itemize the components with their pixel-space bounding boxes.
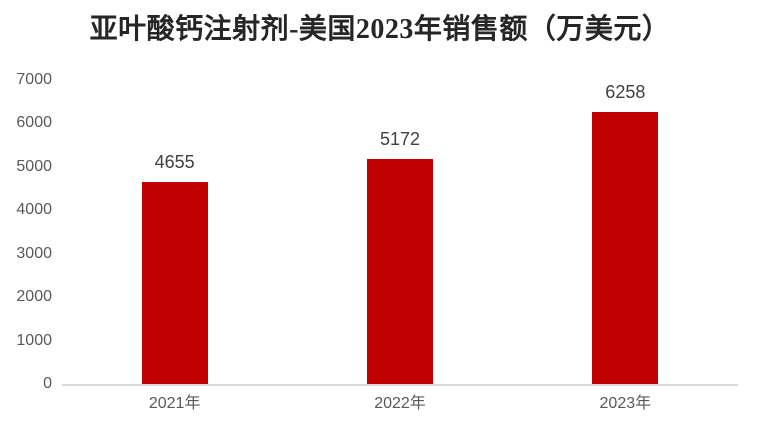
bar-2022年 — [367, 159, 433, 384]
y-tick-label: 0 — [43, 375, 52, 392]
y-tick-label: 6000 — [16, 114, 52, 132]
y-tick-label: 7000 — [16, 71, 52, 88]
x-tick-label: 2021年 — [148, 395, 201, 412]
y-tick-label: 1000 — [16, 331, 52, 349]
data-label: 6258 — [605, 82, 646, 102]
x-tick-label: 2023年 — [599, 395, 652, 412]
data-label: 4655 — [154, 152, 195, 172]
y-tick-label: 4000 — [16, 201, 52, 219]
y-tick-label: 2000 — [16, 288, 52, 306]
bar-2021年 — [141, 182, 208, 384]
bar-2023年 — [592, 112, 659, 384]
chart-title: 亚叶酸钙注射剂-美国2023年销售额（万美元） — [89, 14, 671, 45]
x-axis: 2021年 2022年 2023年 — [62, 386, 738, 426]
y-tick-label: 5000 — [16, 157, 52, 175]
y-tick-label: 3000 — [16, 244, 52, 262]
plot-area: 4655 5172 6258 — [62, 80, 738, 386]
y-axis: 0 1000 2000 3000 4000 5000 6000 7000 — [0, 71, 52, 392]
x-tick-label: 2022年 — [374, 395, 426, 412]
data-label: 5172 — [379, 129, 421, 149]
